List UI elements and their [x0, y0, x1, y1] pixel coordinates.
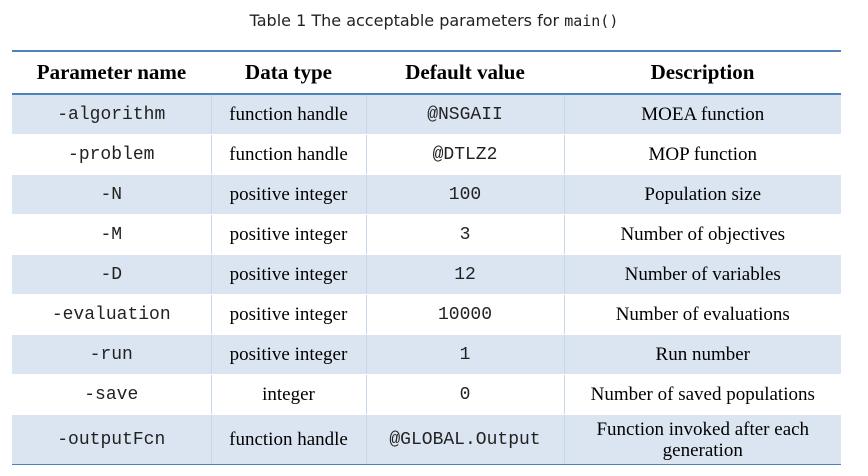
table-row: -problem function handle @DTLZ2 MOP func… — [12, 134, 841, 175]
data-type-cell: positive integer — [211, 214, 367, 255]
parameter-name-cell: -evaluation — [12, 294, 212, 335]
description-cell: Population size — [564, 174, 841, 215]
header-parameter-name: Parameter name — [12, 50, 211, 95]
default-value-cell: 12 — [366, 254, 565, 295]
parameter-name-cell: -outputFcn — [12, 414, 212, 465]
header-row: Parameter name Data type Default value D… — [12, 50, 841, 95]
description-cell: Number of saved populations — [564, 374, 841, 415]
parameter-name-cell: -M — [12, 214, 212, 255]
data-type-cell: function handle — [211, 414, 367, 465]
default-value-cell: 10000 — [366, 294, 565, 335]
table-header: Parameter name Data type Default value D… — [12, 50, 841, 95]
data-type-cell: integer — [211, 374, 367, 415]
data-type-cell: function handle — [211, 94, 367, 135]
table-row: -algorithm function handle @NSGAII MOEA … — [12, 94, 841, 135]
table-row: -N positive integer 100 Population size — [12, 174, 841, 215]
parameter-name-cell: -algorithm — [12, 94, 212, 135]
description-cell: Number of evaluations — [564, 294, 841, 335]
table-row: -M positive integer 3 Number of objectiv… — [12, 214, 841, 255]
description-cell: Function invoked after each generation — [564, 414, 841, 465]
header-default-value: Default value — [366, 50, 564, 95]
default-value-cell: 3 — [366, 214, 565, 255]
parameter-name-cell: -run — [12, 334, 212, 375]
table-row: -run positive integer 1 Run number — [12, 334, 841, 375]
data-type-cell: positive integer — [211, 174, 367, 215]
table-row: -outputFcn function handle @GLOBAL.Outpu… — [12, 414, 841, 465]
description-cell: Number of variables — [564, 254, 841, 295]
data-type-cell: positive integer — [211, 334, 367, 375]
caption-text: Table 1 The acceptable parameters for — [249, 11, 565, 30]
table-row: -save integer 0 Number of saved populati… — [12, 374, 841, 415]
caption-code: main() — [564, 12, 619, 30]
data-type-cell: positive integer — [211, 254, 367, 295]
table-row: -D positive integer 12 Number of variabl… — [12, 254, 841, 295]
data-type-cell: function handle — [211, 134, 367, 175]
default-value-cell: 1 — [366, 334, 565, 375]
parameter-name-cell: -D — [12, 254, 212, 295]
header-description: Description — [564, 50, 841, 95]
description-cell: MOP function — [564, 134, 841, 175]
parameter-name-cell: -problem — [12, 134, 212, 175]
description-cell: Run number — [564, 334, 841, 375]
description-cell: MOEA function — [564, 94, 841, 135]
default-value-cell: 100 — [366, 174, 565, 215]
parameter-name-cell: -save — [12, 374, 212, 415]
default-value-cell: @GLOBAL.Output — [366, 414, 565, 465]
table-row: -evaluation positive integer 10000 Numbe… — [12, 294, 841, 335]
default-value-cell: @NSGAII — [366, 94, 565, 135]
parameters-table: Parameter name Data type Default value D… — [12, 50, 841, 465]
parameter-name-cell: -N — [12, 174, 212, 215]
header-data-type: Data type — [211, 50, 366, 95]
default-value-cell: @DTLZ2 — [366, 134, 565, 175]
table-caption: Table 1 The acceptable parameters for ma… — [0, 9, 868, 33]
data-type-cell: positive integer — [211, 294, 367, 335]
default-value-cell: 0 — [366, 374, 565, 415]
table-body: -algorithm function handle @NSGAII MOEA … — [12, 94, 841, 465]
description-cell: Number of objectives — [564, 214, 841, 255]
